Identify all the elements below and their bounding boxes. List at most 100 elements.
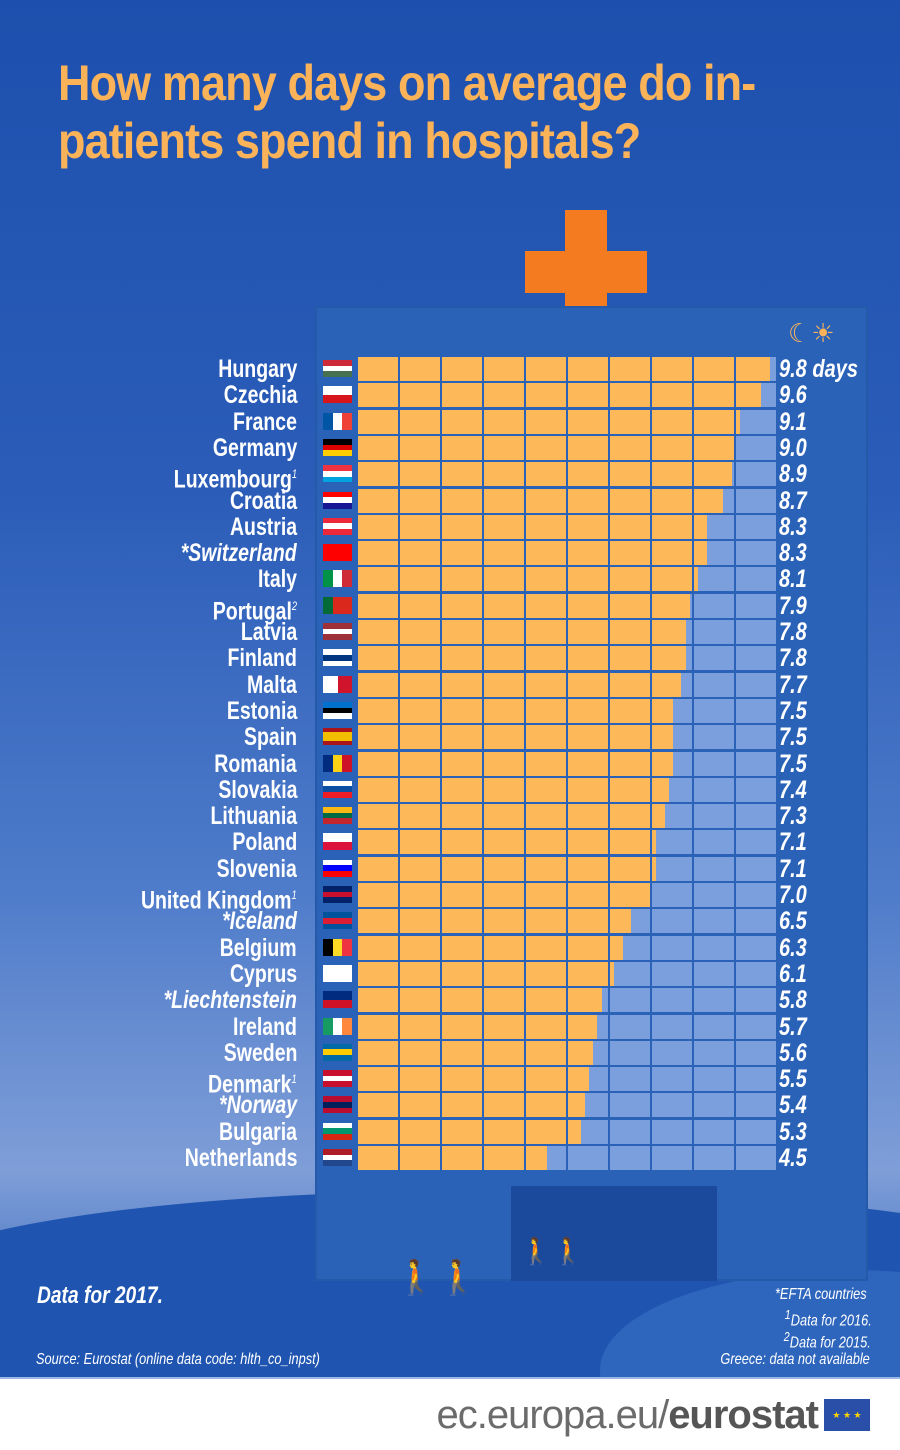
bar-cell <box>358 593 398 618</box>
value-label: 7.1 <box>779 854 807 883</box>
flag-icon <box>323 544 352 562</box>
bar-fill <box>526 383 566 408</box>
flag-icon <box>323 859 352 877</box>
value-label: 9.8 days <box>779 355 858 383</box>
bar-fill <box>526 935 566 960</box>
bar-fill <box>568 541 608 566</box>
bar-cell <box>400 462 440 487</box>
bar-fill <box>652 804 665 829</box>
footer: ec.europa.eu/eurostat ★ ★ ★ <box>0 1377 900 1450</box>
bar-fill <box>526 1119 566 1144</box>
bar-cell <box>442 751 482 776</box>
bar-cell <box>400 593 440 618</box>
bar-fill <box>568 883 608 907</box>
bar-cell <box>484 435 524 460</box>
bar-fill <box>484 777 524 802</box>
bar-cell <box>526 593 566 618</box>
bar-fill <box>610 830 650 855</box>
bar-cell <box>400 383 440 408</box>
bar-cell <box>568 1119 608 1144</box>
bar-cell <box>652 488 692 513</box>
flag-icon <box>323 360 352 377</box>
country-label: *Norway <box>219 1092 297 1118</box>
bar-fill <box>400 409 440 434</box>
bar-cell <box>568 1014 608 1039</box>
source: Source: Eurostat (online data code: hlth… <box>36 1351 320 1368</box>
bar-fill <box>610 488 650 513</box>
bar-fill <box>484 1014 524 1039</box>
bar-cell <box>442 1014 482 1039</box>
bar-fill <box>526 1040 566 1065</box>
bar-fill <box>358 567 398 592</box>
bar-cell <box>694 541 734 566</box>
bar-fill <box>526 567 566 592</box>
country-name: Spain <box>243 723 297 752</box>
bar-fill <box>400 1093 440 1118</box>
bar-fill <box>400 620 440 644</box>
bar-cell <box>568 725 608 750</box>
bar-cell <box>484 672 524 697</box>
country-name: Ireland <box>233 1012 297 1041</box>
hospital-cross-bar <box>525 251 647 293</box>
bar-cell <box>526 883 566 907</box>
country-name: *Liechtenstein <box>163 986 297 1015</box>
bar-fill <box>484 646 524 671</box>
bar-cell <box>652 1014 692 1039</box>
country-name: Belgium <box>220 933 297 962</box>
country-name: Estonia <box>226 696 297 725</box>
bar-fill <box>442 804 482 829</box>
bar-fill <box>610 567 650 592</box>
bar-cell <box>652 514 692 539</box>
bar-fill <box>652 620 686 644</box>
country-label: Slovenia <box>217 856 297 882</box>
bar-cell <box>442 935 482 960</box>
bar-cell <box>610 567 650 592</box>
bar-fill <box>526 646 566 671</box>
bar-cell <box>736 435 776 460</box>
bar-cell <box>526 1014 566 1039</box>
flag-icon <box>323 1070 352 1088</box>
bar-fill <box>442 409 482 434</box>
country-label: Austria <box>230 514 297 540</box>
bar-cell <box>694 1040 734 1065</box>
bar-cell <box>652 1146 692 1170</box>
bar-cell <box>358 383 398 408</box>
country-label: Portugal2 <box>213 593 297 624</box>
bar-fill <box>652 514 692 539</box>
bar-cell <box>610 620 650 644</box>
bar-fill <box>358 725 398 750</box>
bar-cell <box>568 462 608 487</box>
bar-fill <box>358 357 398 381</box>
bar-cell <box>484 909 524 934</box>
bar-cell <box>652 593 692 618</box>
bar-fill <box>442 935 482 960</box>
bar-cell <box>610 488 650 513</box>
country-name: Portugal <box>212 597 292 626</box>
bar-fill <box>358 462 398 487</box>
bar-cell <box>568 1146 608 1170</box>
hospital-door <box>511 1186 717 1281</box>
bar-cell <box>610 725 650 750</box>
bar-cell <box>400 1093 440 1118</box>
bar-fill <box>400 1119 440 1144</box>
bar-fill <box>484 435 524 460</box>
bar-fill <box>484 883 524 907</box>
bar-fill <box>400 830 440 855</box>
country-name: Sweden <box>223 1038 297 1067</box>
bar-cell <box>568 383 608 408</box>
bar-cell <box>442 804 482 829</box>
bar-fill <box>526 830 566 855</box>
bar-cell <box>400 909 440 934</box>
bar-cell <box>400 1146 440 1170</box>
bar-fill <box>358 646 398 671</box>
bar-fill <box>484 830 524 855</box>
bar-cell <box>736 488 776 513</box>
bar-cell <box>652 1040 692 1065</box>
country-name: *Switzerland <box>181 539 297 568</box>
bar-fill <box>610 357 650 381</box>
eurostat-link[interactable]: ec.europa.eu/eurostat <box>437 1393 819 1438</box>
bar-fill <box>694 357 734 381</box>
bar-cell <box>568 567 608 592</box>
bar-cell <box>736 567 776 592</box>
country-name: United Kingdom <box>141 886 292 915</box>
